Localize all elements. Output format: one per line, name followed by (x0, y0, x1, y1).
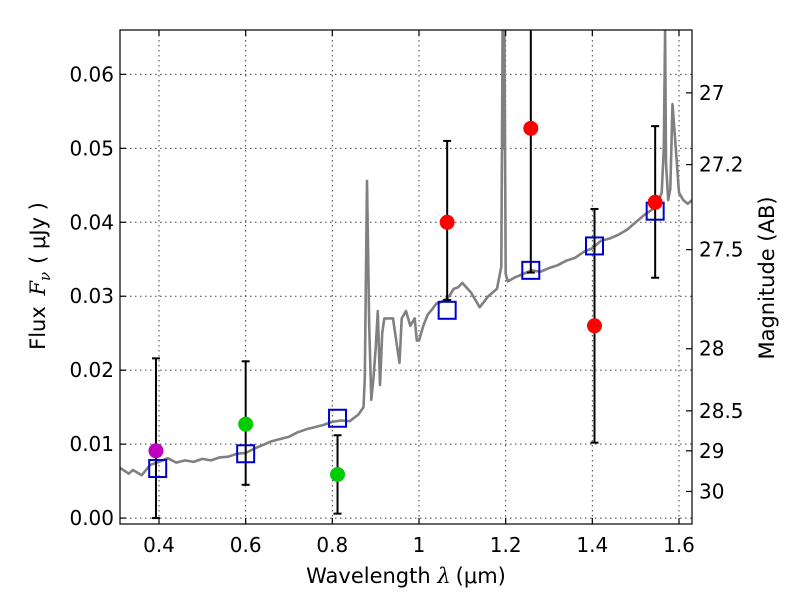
y-tick-label: 0.02 (69, 358, 114, 382)
y2-tick-label: 27.5 (699, 238, 744, 262)
y-tick-label: 0.00 (69, 506, 114, 530)
plot-frame (119, 29, 693, 525)
y2-tick-label: 27 (699, 81, 724, 105)
x-tick-label: 1.2 (490, 533, 522, 557)
y-tick-label: 0.05 (69, 136, 114, 160)
errorbar-layer (151, 30, 660, 520)
x-tick-label: 1.4 (576, 533, 608, 557)
template-spectrum-line (120, 30, 692, 477)
model-flux-square (437, 300, 457, 320)
observed-flux-point (148, 443, 164, 459)
observed-flux-point (523, 120, 539, 136)
y-tick-label: 0.01 (69, 432, 114, 456)
x-tick-label: 0.8 (316, 533, 348, 557)
observed-flux-point (238, 416, 254, 432)
observed-flux-point (330, 466, 346, 482)
y2-tick-label: 28.5 (699, 399, 744, 423)
observed-flux-point (439, 214, 455, 230)
observed-layer (148, 120, 663, 482)
x-axis-label: Wavelength λ (μm) (306, 564, 506, 588)
observed-flux-point (587, 318, 602, 334)
observed-flux-point (647, 194, 663, 210)
y2-tick-label: 30 (699, 479, 724, 503)
y-tick-label: 0.06 (69, 62, 114, 86)
x-tick-label: 0.4 (143, 533, 175, 557)
x-tick-label: 1.6 (663, 533, 695, 557)
y2-tick-label: 27.2 (699, 153, 744, 177)
spectrum-layer (120, 30, 692, 477)
y2-tick-label: 28 (699, 337, 724, 361)
grid (120, 30, 692, 524)
y-axis-label: Flux Fν( μJy ) (26, 202, 54, 350)
axes: 0.4 0.6 0.8 1 1.2 1.4 1.6 0.00 0.01 0.02 0.03 0.04 0… (69, 30, 744, 557)
x-tick-label: 0.6 (230, 533, 262, 557)
model-flux-square (585, 236, 604, 256)
model-flux-square (521, 260, 541, 280)
model-flux-square (236, 444, 256, 464)
y-tick-label: 0.04 (69, 210, 114, 234)
x-tick-label: 1 (413, 533, 426, 557)
y2-tick-label: 29 (699, 439, 724, 463)
model-layer (148, 201, 665, 479)
y-tick-label: 0.03 (69, 284, 114, 308)
model-flux-square (328, 408, 348, 428)
y2-axis-label: Magnitude (AB) (755, 196, 779, 359)
model-flux-square (148, 459, 168, 479)
